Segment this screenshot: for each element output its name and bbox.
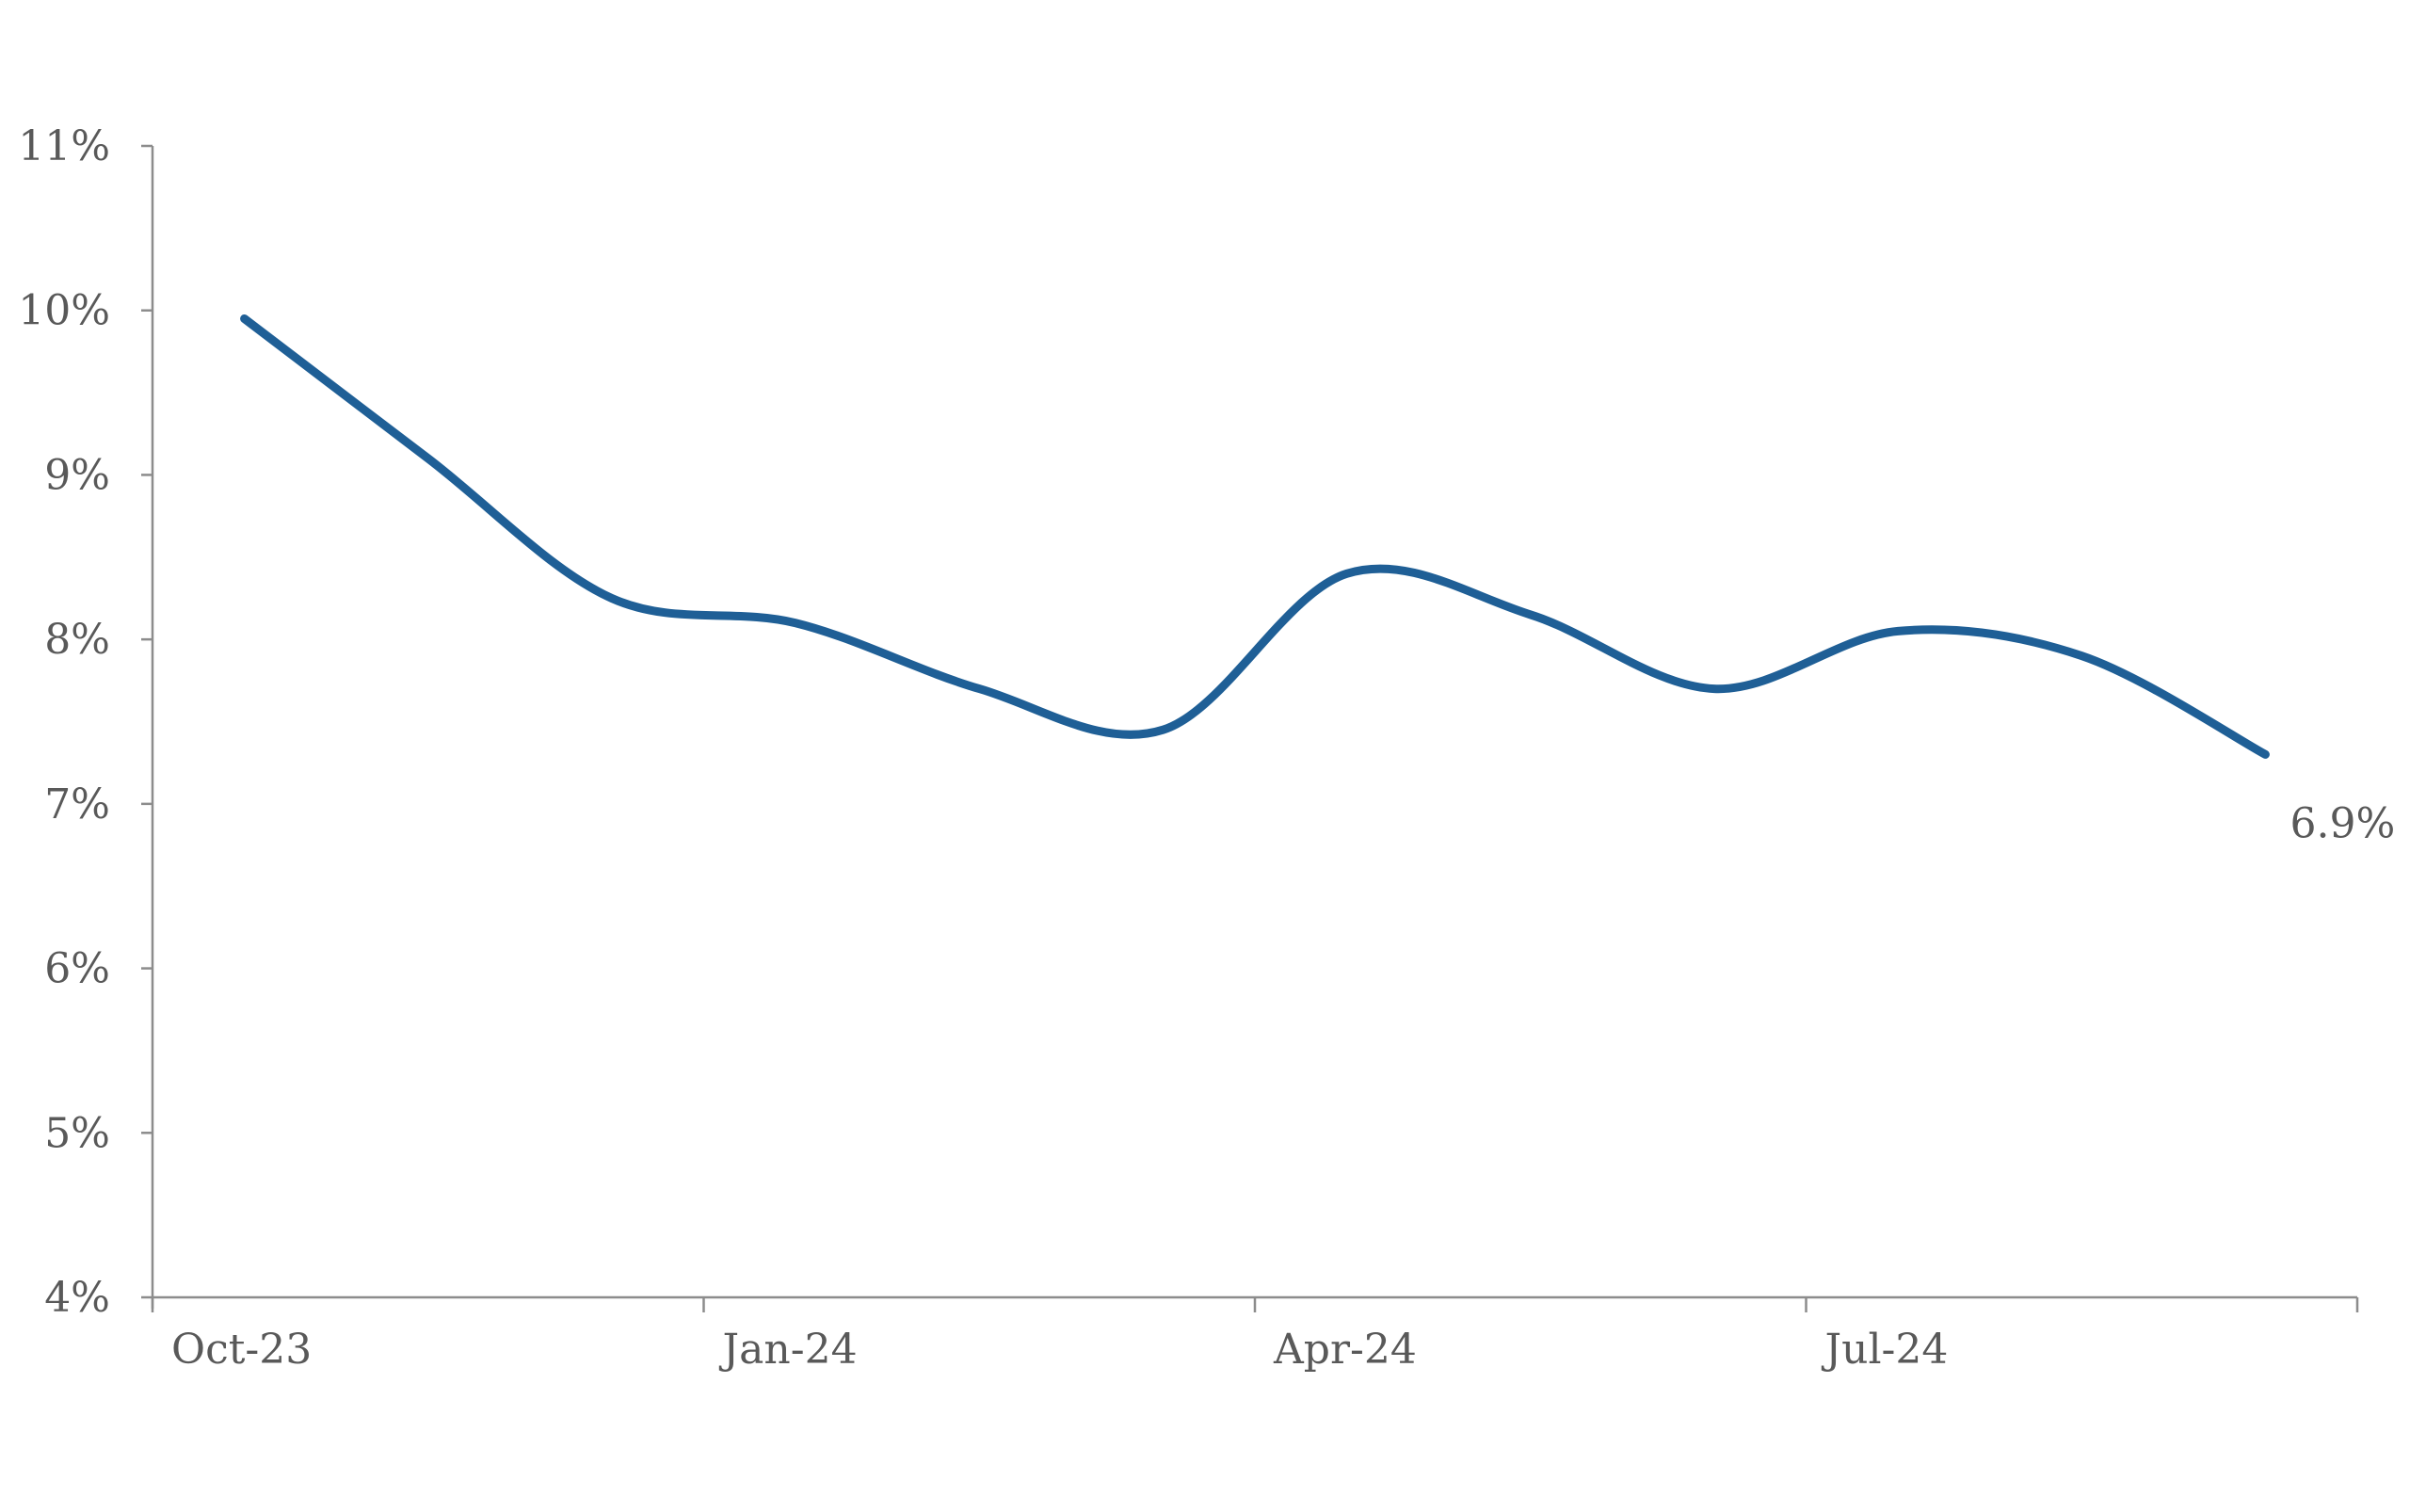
data-point	[1343, 570, 1351, 577]
end-value-label: 6.9%	[2290, 799, 2396, 847]
y-tick-label: 11%	[18, 122, 110, 170]
data-point	[2078, 652, 2085, 660]
x-tick-label: Apr-24	[1273, 1326, 1417, 1374]
y-tick-label: 5%	[44, 1109, 110, 1157]
y-tick-label: 6%	[44, 945, 110, 993]
y-tick-label: 9%	[44, 451, 110, 499]
data-point	[1527, 611, 1534, 619]
data-point	[1894, 627, 1902, 635]
data-point	[425, 455, 432, 462]
y-tick-label: 4%	[44, 1274, 110, 1322]
y-tick-label: 7%	[44, 780, 110, 828]
y-tick-label: 10%	[18, 287, 110, 335]
series-line	[240, 314, 2270, 759]
data-point	[241, 314, 249, 322]
data-point	[1711, 685, 1718, 693]
data-point	[2261, 750, 2269, 758]
x-tick-label: Jul-24	[1822, 1326, 1949, 1374]
y-axis: 4% 5% 6% 7% 8% 9% 10% 11%	[18, 122, 154, 1322]
data-point	[975, 685, 983, 693]
data-point	[608, 594, 616, 602]
x-tick-label: Oct-23	[171, 1326, 312, 1374]
series-group	[240, 314, 2270, 759]
y-tick-label: 8%	[44, 616, 110, 664]
data-point	[792, 619, 799, 627]
x-axis: Oct-23 Jan-24 Apr-24 Jul-24	[151, 1295, 2359, 1374]
x-tick-label: Jan-24	[719, 1326, 858, 1374]
data-point	[1159, 726, 1166, 733]
